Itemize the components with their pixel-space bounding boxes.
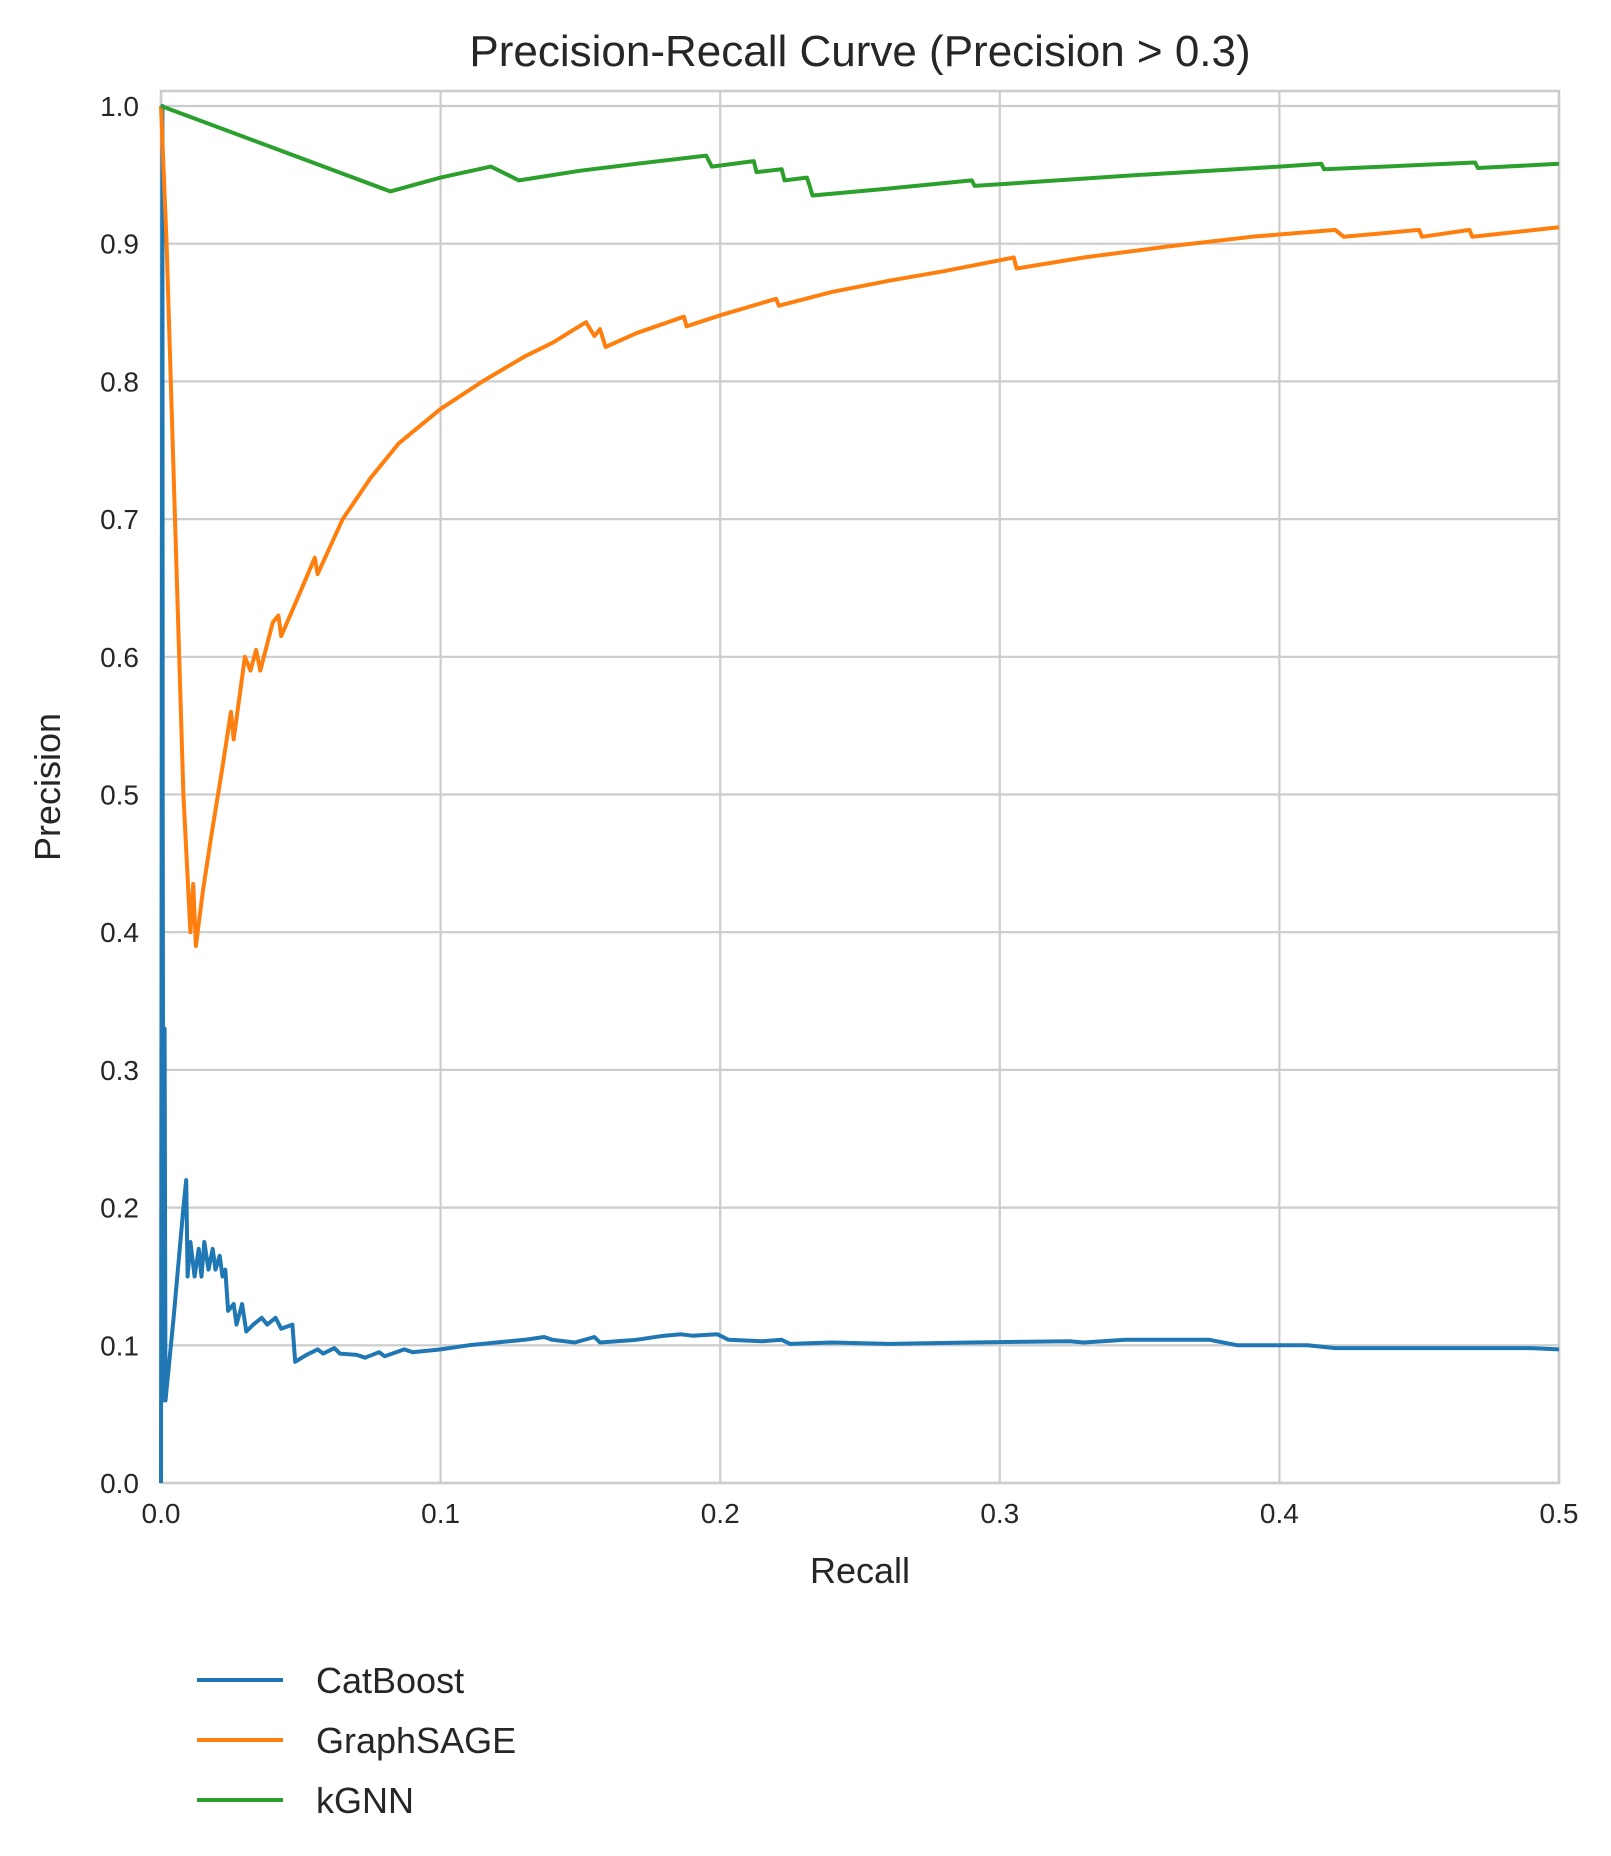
- series-line-graphsage: [159, 105, 1560, 948]
- x-tick-label: 0.0: [142, 1498, 181, 1529]
- x-tick-label: 0.3: [980, 1498, 1019, 1529]
- x-tick-label: 0.5: [1540, 1498, 1579, 1529]
- y-tick-label: 0.1: [100, 1330, 139, 1361]
- tick-label-layer: 0.0 0.1 0.2 0.3 0.4 0.5 0.0 0.1 0.2 0.3 0.4 0.5 0.6 0…: [100, 91, 1578, 1529]
- series-line-catboost: [159, 104, 1560, 1484]
- y-tick-label: 0.2: [100, 1193, 139, 1224]
- series-layer: [159, 104, 1560, 1484]
- legend-label-catboost: CatBoost: [316, 1660, 464, 1701]
- y-tick-label: 1.0: [100, 91, 139, 122]
- y-axis-label: Precision: [27, 713, 68, 861]
- y-tick-label: 0.8: [100, 366, 139, 397]
- plot-frame: [159, 89, 1561, 1485]
- chart-title: Precision-Recall Curve (Precision > 0.3): [469, 27, 1250, 76]
- y-tick-label: 0.4: [100, 917, 139, 948]
- x-tick-label: 0.1: [421, 1498, 460, 1529]
- y-tick-label: 0.3: [100, 1055, 139, 1086]
- y-tick-label: 0.5: [100, 780, 139, 811]
- x-tick-label: 0.4: [1260, 1498, 1299, 1529]
- x-tick-label: 0.2: [701, 1498, 740, 1529]
- y-tick-label: 0.7: [100, 504, 139, 535]
- legend: CatBoost GraphSAGE kGNN: [197, 1660, 516, 1821]
- y-tick-label: 0.6: [100, 642, 139, 673]
- x-axis-label: Recall: [810, 1550, 910, 1591]
- y-tick-label: 0.9: [100, 229, 139, 260]
- grid-layer: [159, 91, 1561, 1485]
- y-tick-label: 0.0: [100, 1468, 139, 1499]
- legend-label-kgnn: kGNN: [316, 1780, 414, 1821]
- series-line-kgnn: [160, 104, 1560, 198]
- legend-label-graphsage: GraphSAGE: [316, 1720, 516, 1761]
